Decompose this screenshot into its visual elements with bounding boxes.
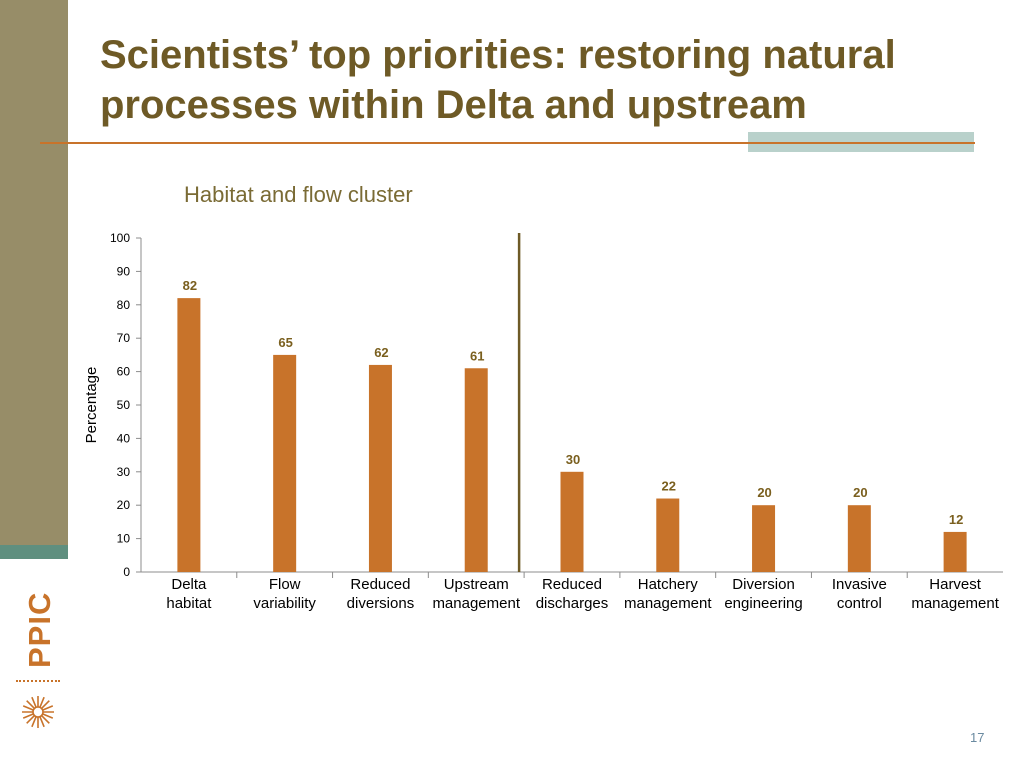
y-tick-label: 10 — [117, 532, 131, 546]
category-label-6: engineering — [724, 595, 802, 612]
sun-icon — [22, 696, 54, 728]
bar-0 — [177, 298, 201, 572]
category-label-5: management — [624, 595, 712, 612]
page-number: 17 — [970, 730, 985, 745]
y-tick-label: 60 — [117, 365, 131, 379]
title-underline — [40, 142, 975, 144]
y-tick-label: 50 — [117, 398, 131, 412]
slide-title: Scientists’ top priorities: restoring na… — [100, 33, 896, 127]
data-label-2: 62 — [374, 345, 388, 360]
bar-6 — [752, 505, 776, 572]
y-tick-label: 80 — [117, 298, 131, 312]
data-label-3: 61 — [470, 348, 484, 363]
category-label-1: variability — [253, 595, 316, 612]
data-label-7: 20 — [853, 485, 867, 500]
category-label-0: Delta — [171, 576, 207, 593]
sidebar-band — [0, 0, 68, 545]
y-tick-label: 20 — [117, 498, 131, 512]
bar-2 — [368, 364, 392, 572]
y-tick-label: 70 — [117, 331, 131, 345]
y-tick-label: 0 — [123, 565, 130, 579]
bar-8 — [943, 531, 967, 572]
bar-1 — [273, 354, 297, 572]
bar-3 — [464, 368, 488, 572]
category-label-8: management — [911, 595, 999, 612]
y-tick-label: 40 — [117, 431, 131, 445]
category-label-2: Reduced — [350, 576, 410, 593]
y-tick-label: 30 — [117, 465, 131, 479]
category-label-8: Harvest — [929, 576, 982, 593]
data-label-1: 65 — [278, 335, 292, 350]
ppic-logo: PPIC — [22, 592, 57, 668]
category-label-6: Diversion — [732, 576, 795, 593]
category-label-7: Invasive — [832, 576, 887, 593]
category-label-3: management — [432, 595, 520, 612]
category-label-1: Flow — [269, 576, 301, 593]
category-label-7: control — [837, 595, 882, 612]
ppic-logo-text: PPIC — [22, 592, 57, 668]
sidebar-stripe — [0, 545, 68, 559]
category-label-2: diversions — [347, 595, 415, 612]
chart-title: Habitat and flow cluster — [184, 182, 413, 207]
y-tick-label: 90 — [117, 264, 131, 278]
bar-7 — [847, 505, 871, 572]
category-label-3: Upstream — [444, 576, 509, 593]
category-label-4: discharges — [536, 595, 609, 612]
bar-5 — [656, 498, 680, 572]
y-axis-label: Percentage — [83, 367, 100, 444]
data-label-5: 22 — [662, 479, 676, 494]
category-label-5: Hatchery — [638, 576, 699, 593]
category-label-4: Reduced — [542, 576, 602, 593]
category-label-0: habitat — [166, 595, 212, 612]
data-label-4: 30 — [566, 452, 580, 467]
y-tick-label: 100 — [110, 231, 130, 245]
logo-divider — [16, 680, 60, 682]
data-label-6: 20 — [757, 485, 771, 500]
data-label-0: 82 — [183, 278, 197, 293]
data-label-8: 12 — [949, 512, 963, 527]
bar-4 — [560, 471, 584, 572]
